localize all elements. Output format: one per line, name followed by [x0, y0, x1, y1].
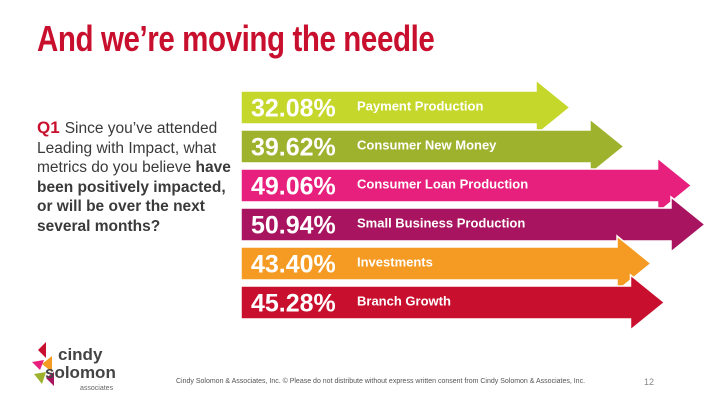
logo-text-solomon: solomon: [45, 363, 116, 382]
logo-text-associates: associates: [80, 385, 114, 392]
footer-text: Cindy Solomon & Associates, Inc. © Pleas…: [176, 378, 586, 385]
question-number: Q1: [37, 118, 60, 137]
bar-category-label: Investments: [357, 255, 433, 270]
page-number: 12: [644, 377, 655, 387]
bar-arrow: [240, 117, 626, 176]
logo-text-cindy: cindy: [58, 345, 103, 364]
question-text-bold: have been positively impacted, or will b…: [37, 159, 231, 235]
bar-category-label: Small Business Production: [357, 216, 525, 231]
bar-arrow: [240, 273, 666, 332]
bar-value-label: 45.28%: [251, 290, 336, 318]
question-text: Since you’ve attended Leading with Impac…: [37, 120, 218, 176]
bar-value-label: 50.94%: [251, 212, 336, 240]
bar-value-label: 49.06%: [251, 173, 336, 201]
bar-category-label: Consumer Loan Production: [357, 177, 528, 192]
bar-value-label: 32.08%: [251, 95, 336, 123]
bar-category-label: Payment Production: [357, 99, 483, 114]
bar-category-label: Consumer New Money: [357, 138, 497, 153]
bar-value-label: 43.40%: [251, 251, 336, 279]
company-logo: cindy solomon associates: [32, 342, 116, 392]
bar-arrow: [240, 78, 572, 137]
logo-mark: [32, 342, 54, 386]
slide-title: And we’re moving the needle: [37, 18, 435, 59]
bar-arrow: [240, 195, 707, 254]
question-block: Q1 Since you’ve attended Leading with Imp…: [37, 118, 242, 236]
bar-category-label: Branch Growth: [357, 294, 451, 309]
bar-value-label: 39.62%: [251, 134, 336, 162]
